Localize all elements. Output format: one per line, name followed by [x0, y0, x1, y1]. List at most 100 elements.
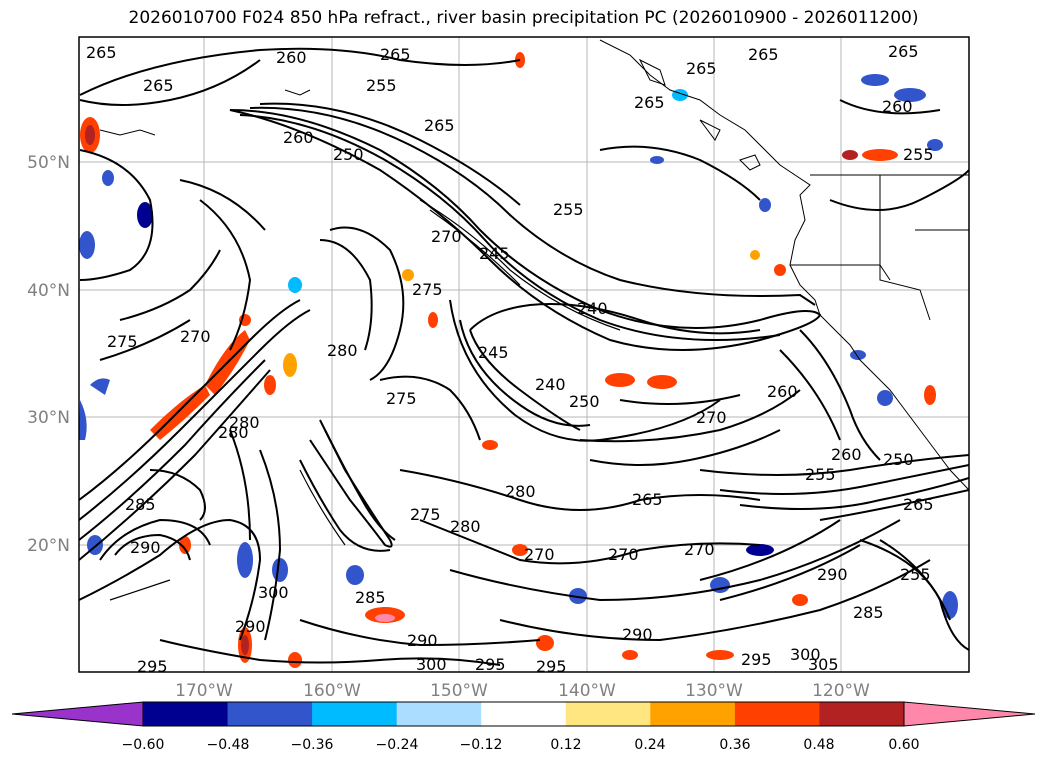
- lat-label-40n: 40°N: [27, 281, 70, 301]
- contour-label: 250: [883, 450, 914, 469]
- refractivity-contours: [79, 47, 969, 666]
- contour-label: 255: [366, 76, 397, 95]
- contour-label: 285: [125, 495, 156, 514]
- contour-label: 280: [505, 482, 536, 501]
- colorbar-segment: [650, 702, 736, 726]
- colorbar-tick: 0.36: [719, 737, 750, 753]
- map-frame: [78, 36, 970, 673]
- colorbar-tick: −0.48: [207, 737, 250, 753]
- contour-label: 295: [475, 655, 506, 674]
- contour-label: 290: [817, 565, 848, 584]
- contour-label: 285: [355, 588, 386, 607]
- contour-label: 270: [696, 408, 727, 427]
- lon-label-170w: 170°W: [175, 681, 233, 701]
- contour-label: 260: [767, 382, 798, 401]
- colorbar-tick: 0.48: [803, 737, 834, 753]
- contour-label: 290: [130, 538, 161, 557]
- longitude-labels: 170°W 160°W 150°W 140°W 130°W 120°W: [175, 681, 870, 701]
- contour-label: 265: [888, 42, 919, 61]
- colorbar-under-arrow: [11, 701, 144, 727]
- colorbar-segment: [734, 702, 820, 726]
- contour-label: 295: [741, 650, 772, 669]
- lat-label-50n: 50°N: [27, 153, 70, 173]
- colorbar-segment: [819, 702, 905, 726]
- contour-label: 260: [276, 48, 307, 67]
- contour-label: 265: [86, 43, 117, 62]
- contour-label: 265: [380, 45, 411, 64]
- contour-label: 265: [143, 76, 174, 95]
- colorbar-segments: [143, 702, 905, 726]
- colorbar-tick: −0.24: [376, 737, 419, 753]
- contour-label: 275: [410, 505, 441, 524]
- lon-label-150w: 150°W: [430, 681, 488, 701]
- contour-label: 270: [180, 327, 211, 346]
- contour-label: 280: [229, 413, 260, 432]
- contour-label: 250: [333, 145, 364, 164]
- contour-label: 280: [327, 341, 358, 360]
- contour-label: 265: [903, 495, 934, 514]
- coastlines: [99, 39, 969, 491]
- contour-label: 250: [569, 392, 600, 411]
- contour-label: 280: [450, 517, 481, 536]
- contour-label: 270: [431, 227, 462, 246]
- latitude-labels: 50°N 40°N 30°N 20°N: [27, 153, 70, 556]
- contour-label: 290: [235, 617, 266, 636]
- colorbar-segment: [312, 702, 398, 726]
- contour-label: 255: [553, 200, 584, 219]
- contour-label: 275: [412, 280, 443, 299]
- contour-label: 300: [258, 583, 289, 602]
- contour-label: 290: [622, 625, 653, 644]
- contour-label: 275: [107, 332, 138, 351]
- contour-label: 240: [577, 299, 608, 318]
- contour-label: 265: [634, 93, 665, 112]
- contour-label: 265: [686, 59, 717, 78]
- contour-label: 240: [535, 375, 566, 394]
- colorbar-segment: [396, 702, 482, 726]
- colorbar-segment: [481, 702, 567, 726]
- contour-label: 245: [478, 343, 509, 362]
- contour-label: 255: [903, 145, 934, 164]
- contour-label: 295: [536, 657, 567, 676]
- colorbar-segment: [143, 702, 229, 726]
- contour-label: 245: [479, 244, 510, 263]
- colorbar-tick: 0.60: [888, 737, 919, 753]
- colorbar-tick: 0.12: [550, 737, 581, 753]
- contour-label: 265: [632, 490, 663, 509]
- colorbar-segment: [227, 702, 313, 726]
- colorbar-over-arrow: [903, 701, 1036, 727]
- colorbar-segment: [565, 702, 651, 726]
- contour-label: 255: [900, 565, 931, 584]
- colorbar-tick: 0.24: [634, 737, 665, 753]
- contour-label: 290: [407, 631, 438, 650]
- colorbar-ticks: −0.60 −0.48 −0.36 −0.24 −0.12 0.12 0.24 …: [122, 737, 920, 753]
- contour-label: 270: [684, 540, 715, 559]
- refractivity-contours-fine: [109, 199, 621, 601]
- contour-label: 270: [524, 545, 555, 564]
- contour-label: 260: [283, 128, 314, 147]
- contour-label: 265: [748, 45, 779, 64]
- colorbar-frame: [142, 701, 905, 727]
- gridlines: [79, 37, 969, 672]
- contour-labels: 265 260 265 265 265 255 265 265 260 250 …: [86, 42, 934, 676]
- lon-label-140w: 140°W: [558, 681, 616, 701]
- contour-label: 260: [882, 97, 913, 116]
- map-title: 2026010700 F024 850 hPa refract., river …: [128, 8, 919, 28]
- colorbar: −0.60 −0.48 −0.36 −0.24 −0.12 0.12 0.24 …: [11, 701, 1036, 753]
- contour-label: 295: [137, 657, 168, 676]
- lat-label-20n: 20°N: [27, 536, 70, 556]
- contour-label: 300: [790, 645, 821, 664]
- contour-label: 285: [853, 603, 884, 622]
- contour-label: 255: [805, 465, 836, 484]
- colorbar-tick: −0.36: [291, 737, 334, 753]
- lon-label-130w: 130°W: [685, 681, 743, 701]
- contour-label: 265: [424, 116, 455, 135]
- contour-label: 270: [608, 545, 639, 564]
- contour-label: 280: [218, 423, 249, 442]
- lon-label-120w: 120°W: [812, 681, 870, 701]
- contour-label: 305: [808, 655, 839, 674]
- contour-label: 260: [831, 445, 862, 464]
- lon-label-160w: 160°W: [303, 681, 361, 701]
- contour-label: 275: [386, 389, 417, 408]
- contour-label: 300: [416, 655, 447, 674]
